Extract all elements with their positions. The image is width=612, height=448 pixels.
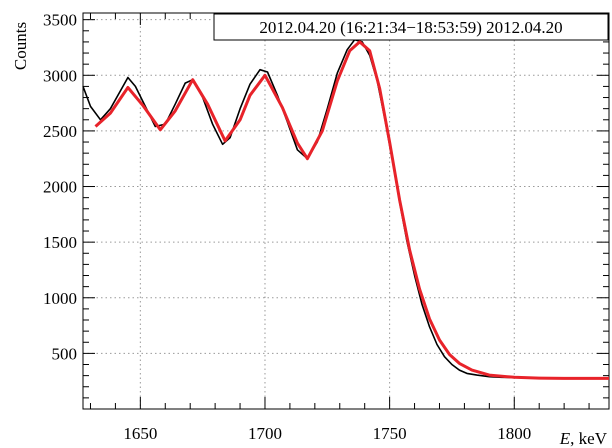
x-tick-label: 1650 bbox=[123, 424, 157, 443]
grid bbox=[83, 13, 609, 409]
y-tick-label: 3000 bbox=[43, 66, 77, 85]
annotation-text: 2012.04.20 (16:21:34−18:53:59) 2012.04.2… bbox=[259, 18, 562, 37]
y-tick-label: 2000 bbox=[43, 178, 77, 197]
y-tick-label: 3500 bbox=[43, 11, 77, 30]
x-tick-label: 1700 bbox=[248, 424, 282, 443]
y-axis-label: Counts bbox=[11, 22, 30, 70]
axis-ticks bbox=[83, 13, 609, 409]
series-data-line bbox=[82, 38, 610, 380]
x-tick-labels: 1650 1700 1750 1800 bbox=[123, 424, 531, 443]
annotation-frame bbox=[213, 13, 609, 41]
x-tick-label: 1750 bbox=[373, 424, 407, 443]
x-axis-label: E, keV bbox=[559, 429, 608, 448]
x-axis-unit: , keV bbox=[570, 429, 608, 448]
y-tick-label: 2500 bbox=[43, 122, 77, 141]
plot-frame bbox=[82, 12, 610, 410]
x-axis-variable: E bbox=[559, 429, 571, 448]
y-tick-label: 500 bbox=[52, 344, 78, 363]
series-fit-line bbox=[94, 40, 609, 380]
y-tick-label: 1500 bbox=[43, 233, 77, 252]
y-tick-labels: 500 1000 1500 2000 2500 3000 3500 bbox=[43, 11, 77, 364]
x-tick-label: 1800 bbox=[497, 424, 531, 443]
y-tick-label: 1000 bbox=[43, 289, 77, 308]
annotation-box: 2012.04.20 (16:21:34−18:53:59) 2012.04.2… bbox=[213, 13, 609, 41]
